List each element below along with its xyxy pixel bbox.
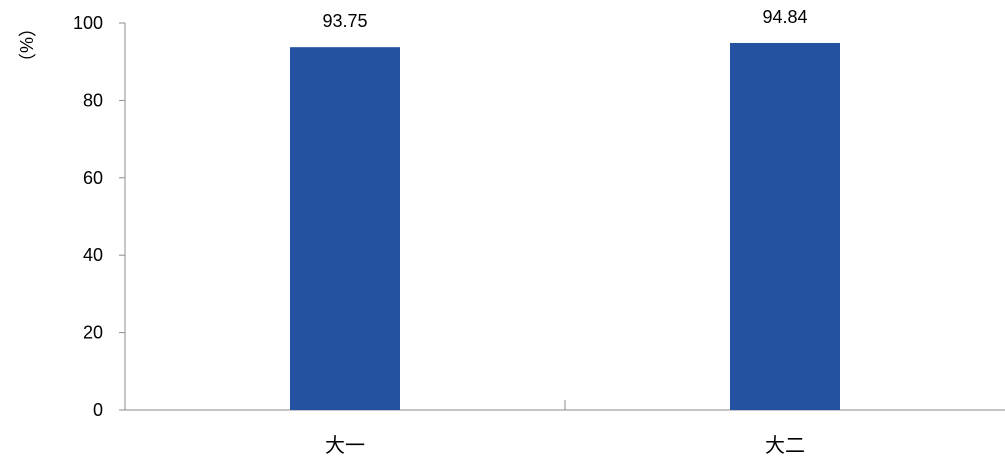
x-tick-label: 大一 <box>325 434 365 457</box>
bar <box>290 47 400 410</box>
bar-value-label: 94.84 <box>762 7 807 27</box>
y-tick-label: 20 <box>83 323 103 343</box>
bars <box>290 42 840 410</box>
y-tick-label: 0 <box>93 400 103 420</box>
x-axis: 大一 大二 <box>125 400 1005 457</box>
x-tick-label: 大二 <box>765 434 805 457</box>
y-tick-label: 80 <box>83 90 103 110</box>
y-tick-label: 100 <box>73 13 103 33</box>
y-axis-label: （%） <box>16 19 36 71</box>
y-axis: 0 20 40 60 80 100 <box>73 13 126 420</box>
data-labels: 93.75 94.84 <box>322 7 807 31</box>
y-tick-label: 40 <box>83 245 103 265</box>
bar-value-label: 93.75 <box>322 11 367 31</box>
y-tick-label: 60 <box>83 168 103 188</box>
bar <box>730 42 840 410</box>
